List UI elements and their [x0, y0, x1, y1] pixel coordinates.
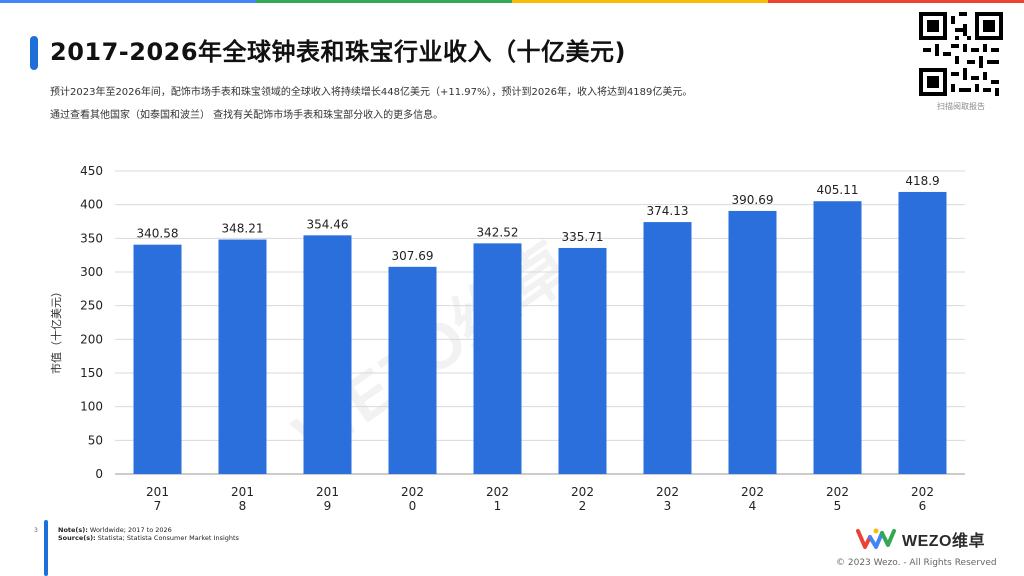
qr-code-icon[interactable]	[919, 12, 1003, 96]
data-label: 354.46	[307, 217, 349, 231]
top-color-bar	[0, 0, 1024, 3]
x-tick-label: 8	[239, 499, 247, 513]
bar	[898, 191, 947, 474]
page-title: 2017-2026年全球钟表和珠宝行业收入（十亿美元)	[50, 38, 627, 66]
x-tick-label: 2	[579, 499, 587, 513]
x-tick-label: 0	[409, 499, 417, 513]
y-tick-label: 450	[80, 164, 103, 178]
y-tick-label: 400	[80, 198, 103, 212]
bar	[558, 247, 607, 474]
x-tick-label: 7	[154, 499, 162, 513]
description-line-2: 通过查看其他国家（如泰国和波兰） 查找有关配饰市场手表和珠宝部分收入的更多信息。	[50, 110, 444, 121]
x-tick-label: 5	[834, 499, 842, 513]
top-bar-green	[256, 0, 512, 3]
x-tick-label: 202	[656, 485, 679, 499]
logo-text: WEZO维卓	[902, 533, 985, 550]
y-tick-label: 100	[80, 400, 103, 414]
data-label: 348.21	[222, 222, 264, 236]
title-accent-bar	[30, 36, 38, 70]
x-tick-label: 3	[664, 499, 672, 513]
wezo-logo-icon	[856, 528, 896, 549]
description-line-1: 预计2023年至2026年间，配饰市场手表和珠宝领域的全球收入将持续增长448亿…	[50, 87, 693, 98]
bar	[133, 244, 182, 474]
y-tick-label: 350	[80, 231, 103, 245]
x-tick-label: 1	[494, 499, 502, 513]
data-label: 390.69	[732, 193, 774, 207]
data-label: 418.9	[905, 174, 939, 188]
source-label: Source(s):	[58, 534, 96, 542]
data-label: 340.58	[137, 227, 179, 241]
top-bar-blue	[0, 0, 256, 3]
wezo-logo: WEZO维卓	[856, 527, 985, 551]
data-label: 307.69	[392, 249, 434, 263]
data-label: 335.71	[562, 230, 604, 244]
data-label: 374.13	[647, 204, 689, 218]
x-tick-label: 4	[749, 499, 757, 513]
top-bar-yellow	[512, 0, 768, 3]
x-tick-label: 202	[826, 485, 849, 499]
y-tick-label: 200	[80, 332, 103, 346]
x-tick-label: 201	[316, 485, 339, 499]
data-label: 342.52	[477, 225, 519, 239]
footnote-source: Source(s): Statista; Statista Consumer M…	[58, 534, 239, 542]
data-label: 405.11	[817, 183, 859, 197]
note-text: Worldwide; 2017 to 2026	[87, 526, 172, 534]
y-tick-label: 50	[88, 433, 103, 447]
footer-accent-bar	[44, 520, 48, 576]
x-tick-label: 202	[911, 485, 934, 499]
note-label: Note(s):	[58, 526, 88, 534]
x-tick-label: 202	[741, 485, 764, 499]
bar	[303, 235, 352, 474]
bar	[813, 201, 862, 474]
y-tick-label: 150	[80, 366, 103, 380]
x-tick-label: 202	[401, 485, 424, 499]
x-tick-label: 202	[571, 485, 594, 499]
x-tick-label: 6	[919, 499, 927, 513]
bar	[218, 239, 267, 474]
source-text: Statista; Statista Consumer Market Insig…	[95, 534, 239, 542]
qr-caption: 扫描阅取报告	[937, 102, 985, 111]
copyright: © 2023 Wezo. - All Rights Reserved	[836, 558, 997, 568]
page-number: 3	[34, 527, 38, 534]
footnote-note: Note(s): Worldwide; 2017 to 2026	[58, 526, 172, 534]
x-tick-label: 9	[324, 499, 332, 513]
x-tick-label: 201	[146, 485, 169, 499]
bar	[473, 243, 522, 474]
y-axis-label: 市值（十亿美元）	[50, 286, 63, 374]
top-bar-red	[768, 0, 1024, 3]
bar	[388, 266, 437, 474]
y-tick-label: 250	[80, 299, 103, 313]
bar	[643, 222, 692, 474]
x-tick-label: 201	[231, 485, 254, 499]
y-tick-label: 0	[95, 467, 103, 481]
bar	[728, 210, 777, 474]
y-tick-label: 300	[80, 265, 103, 279]
x-tick-label: 202	[486, 485, 509, 499]
